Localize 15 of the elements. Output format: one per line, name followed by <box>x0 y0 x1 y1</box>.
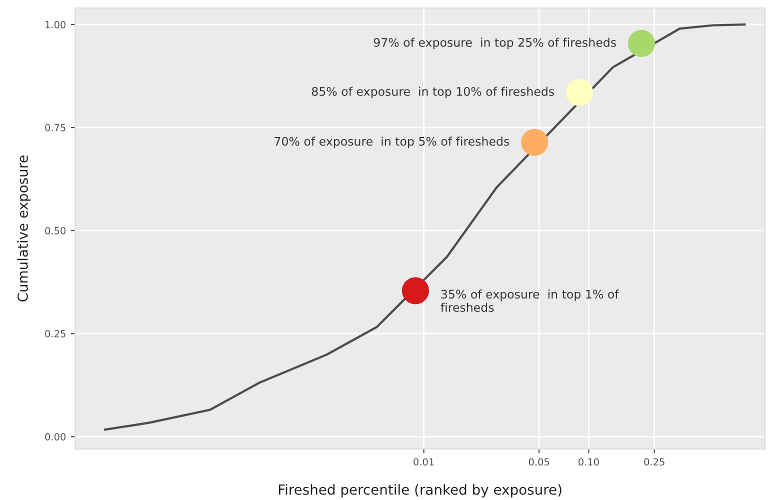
x-tick-label: 0.25 <box>644 458 664 466</box>
x-tick-label: 0.05 <box>528 458 550 466</box>
annotation: 70% of exposure in top 5% of firesheds <box>274 136 510 148</box>
annotation: 97% of exposure in top 25% of firesheds <box>374 38 616 50</box>
x-tick-label: 0.10 <box>578 458 599 466</box>
y-tick-label: 0.00 <box>45 433 66 440</box>
annotation: 85% of exposure in top 10% of firesheds <box>312 86 554 98</box>
y-axis-title: Cumulative exposure <box>17 155 31 302</box>
y-tick-label: 0.50 <box>45 227 66 234</box>
y-tick-label: 0.75 <box>45 124 66 132</box>
x-tick-label: 0.01 <box>414 458 434 466</box>
x-axis-title: Fireshed percentile (ranked by exposure) <box>278 484 562 498</box>
annotation: 35% of exposure in top 1% of firesheds <box>440 290 620 312</box>
y-tick-label: 1.00 <box>46 20 66 28</box>
y-tick-label: 0.25 <box>45 330 66 338</box>
